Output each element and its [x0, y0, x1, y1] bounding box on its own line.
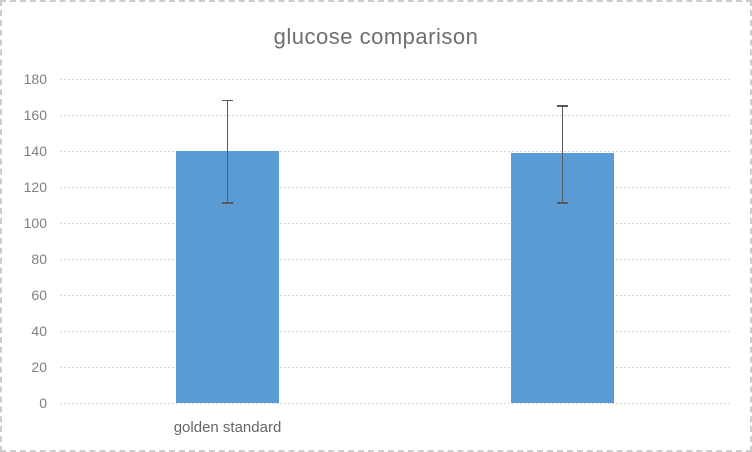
gridline-180 [60, 78, 730, 80]
y-tick-label-120: 120 [23, 179, 47, 195]
gridline-0 [60, 402, 730, 404]
error-bar-cap-top [222, 99, 233, 102]
plot-area [60, 78, 730, 404]
y-tick-label-20: 20 [31, 359, 47, 375]
error-bar-cap-bottom [557, 202, 568, 204]
y-tick-label-80: 80 [31, 251, 47, 267]
x-tick-label-golden-standard: golden standard [173, 419, 282, 436]
y-tick-label-60: 60 [31, 287, 47, 303]
error-bar-cap-bottom [222, 202, 233, 204]
gridline-60 [60, 294, 730, 296]
gridline-160 [60, 114, 730, 116]
chart-title: glucose comparison [273, 24, 479, 49]
gridline-40 [60, 330, 730, 332]
y-tick-label-40: 40 [31, 323, 47, 339]
gridline-80 [60, 258, 730, 260]
error-bar-line [226, 100, 229, 204]
y-tick-label-140: 140 [23, 143, 47, 159]
gridline-100 [60, 222, 730, 224]
gridline-20 [60, 366, 730, 368]
error-bar-cap-top [557, 105, 568, 107]
gridline-120 [60, 186, 730, 188]
y-tick-label-0: 0 [39, 395, 47, 411]
error-bar-line [561, 106, 564, 204]
y-tick-label-100: 100 [23, 215, 47, 231]
gridline-140 [60, 150, 730, 152]
y-tick-label-160: 160 [23, 107, 47, 123]
y-tick-label-180: 180 [23, 71, 47, 87]
